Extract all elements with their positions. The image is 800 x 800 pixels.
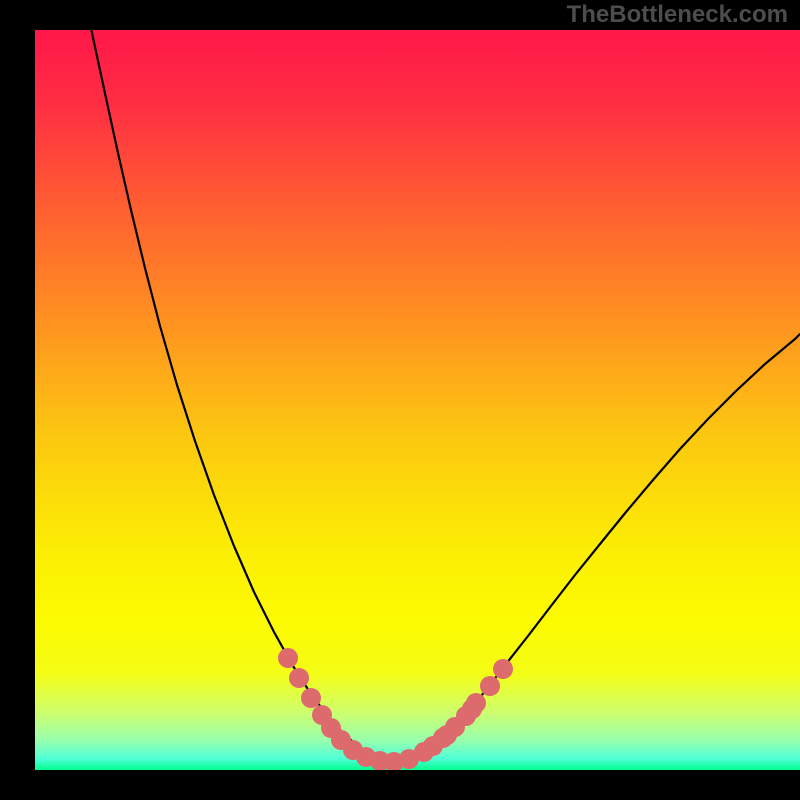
frame-bottom bbox=[0, 770, 800, 800]
marker-dot bbox=[493, 659, 513, 679]
attribution-text: TheBottleneck.com bbox=[567, 1, 788, 28]
marker-dot bbox=[278, 648, 298, 668]
gradient-background bbox=[35, 30, 800, 770]
marker-dot bbox=[289, 668, 309, 688]
bottleneck-chart: TheBottleneck.com bbox=[0, 0, 800, 800]
marker-dot bbox=[480, 676, 500, 696]
frame-left bbox=[0, 0, 35, 800]
marker-dot bbox=[466, 693, 486, 713]
marker-dot bbox=[301, 688, 321, 708]
